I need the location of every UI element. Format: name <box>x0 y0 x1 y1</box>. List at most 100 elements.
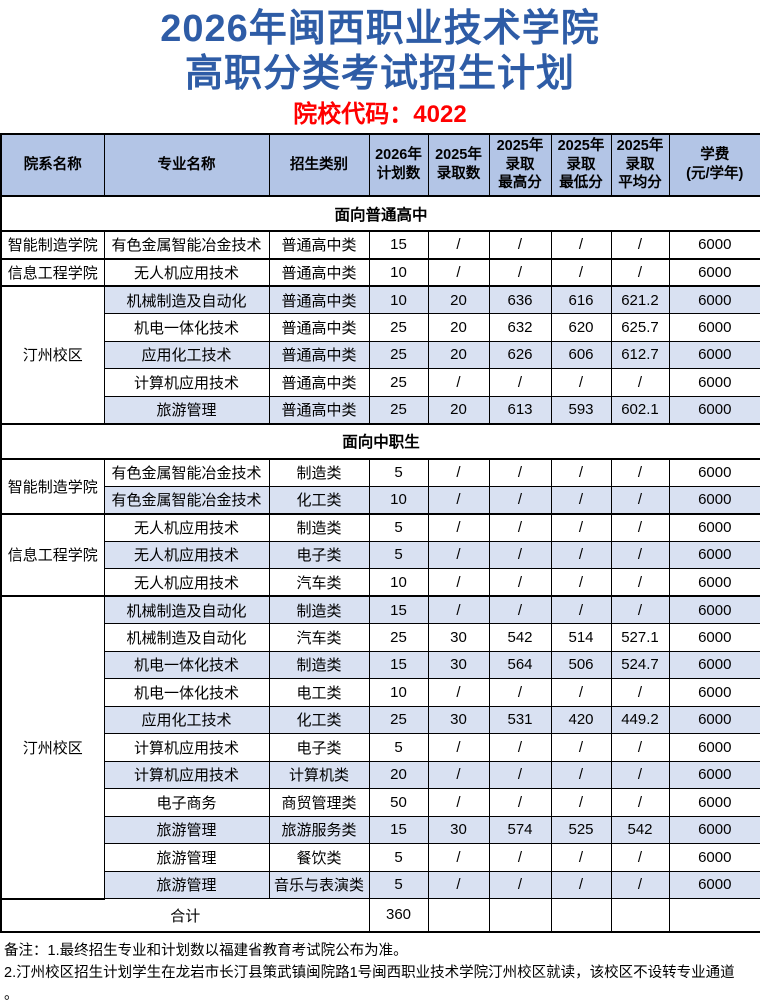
table-row: 机电一体化技术 电工类 10// //6000 <box>1 678 760 707</box>
max-score-2025-cell: 564 <box>488 650 552 679</box>
major-cell: 机电一体化技术 <box>103 678 270 707</box>
plan-2026-cell: 10 <box>368 285 429 314</box>
fee-cell: 6000 <box>668 513 760 542</box>
avg-score-2025-cell: 524.7 <box>610 650 670 679</box>
admitted-2025-cell: / <box>427 595 490 624</box>
avg-score-2025-cell: / <box>610 595 670 624</box>
avg-score-2025-cell: / <box>610 540 670 569</box>
min-score-2025-cell: 593 <box>550 395 612 424</box>
min-score-2025-cell: 620 <box>550 313 612 342</box>
major-cell: 机械制造及自动化 <box>103 285 270 314</box>
table-row: 应用化工技术 化工类 25 30 531 420 449.2 6000 <box>1 705 760 734</box>
category-cell: 电子类 <box>268 540 370 569</box>
table-row: 机电一体化技术 制造类 15 30 564 506 524.7 6000 <box>1 650 760 679</box>
table-row: 旅游管理 音乐与表演类 5// //6000 <box>1 870 760 899</box>
plan-2026-cell: 50 <box>368 788 429 817</box>
avg-score-2025-cell: / <box>610 485 670 515</box>
admitted-2025-cell: 30 <box>427 815 490 844</box>
category-cell: 制造类 <box>268 458 370 487</box>
fee-cell: 6000 <box>668 815 760 844</box>
dept-cell: 智能制造学院 <box>0 458 105 515</box>
table-row: 智能制造学院 有色金属智能冶金技术 制造类 5// //6000 <box>0 458 760 515</box>
max-score-2025-cell: 636 <box>488 285 552 314</box>
max-score-2025-cell: / <box>488 843 552 872</box>
col-header-plan-2026: 2026年 计划数 <box>368 133 429 197</box>
max-score-2025-cell: / <box>488 368 552 397</box>
plan-2026-cell: 10 <box>368 485 429 515</box>
table-row: 旅游管理 旅游服务类 15 30 574 525 542 6000 <box>1 815 760 844</box>
max-score-2025-cell: / <box>488 760 552 789</box>
footnote-line: 2.汀州校区招生计划学生在龙岩市长汀县策武镇闽院路1号闽西职业技术学院汀州校区就… <box>4 964 735 981</box>
fee-cell: 6000 <box>668 230 760 260</box>
avg-score-2025-cell: 542 <box>610 815 670 844</box>
major-cell: 机械制造及自动化 <box>103 595 270 624</box>
total-label-cell: 合计 <box>0 898 370 933</box>
fee-cell: 6000 <box>668 313 760 342</box>
major-cell: 机电一体化技术 <box>103 650 270 679</box>
min-score-2025-cell: 525 <box>550 815 612 844</box>
major-cell: 应用化工技术 <box>103 705 270 734</box>
plan-2026-cell: 5 <box>368 458 429 487</box>
plan-2026-cell: 25 <box>368 340 429 369</box>
category-cell: 音乐与表演类 <box>268 870 370 899</box>
avg-score-2025-cell: / <box>610 258 670 287</box>
college-code: 院校代码：4022 <box>293 101 467 128</box>
table-row: 汀州校区 机械制造及自动化 制造类 15// //6000 <box>0 595 760 900</box>
fee-cell: 6000 <box>668 650 760 679</box>
category-cell: 化工类 <box>268 705 370 734</box>
table-row: 无人机应用技术 电子类 5// //6000 <box>1 540 760 569</box>
fee-cell: 6000 <box>668 395 760 424</box>
avg-score-2025-cell: / <box>610 870 670 899</box>
fee-cell: 6000 <box>668 733 760 762</box>
total-plan-cell: 360 <box>368 898 429 933</box>
section-header-row: 面向中职生 <box>0 422 760 460</box>
max-score-2025-cell: / <box>488 870 552 899</box>
max-score-2025-cell: / <box>488 733 552 762</box>
max-score-2025-cell: / <box>488 788 552 817</box>
avg-score-2025-cell: / <box>610 513 670 542</box>
major-cell: 计算机应用技术 <box>103 760 270 789</box>
admitted-2025-cell: / <box>427 733 490 762</box>
major-cell: 电子商务 <box>103 788 270 817</box>
min-score-2025-cell: / <box>550 458 612 487</box>
max-score-2025-cell: / <box>488 568 552 597</box>
plan-2026-cell: 25 <box>368 368 429 397</box>
dept-cell: 汀州校区 <box>0 595 105 900</box>
category-cell: 普通高中类 <box>268 368 370 397</box>
admissions-table: 院系名称 专业名称 招生类别 2026年 计划数 2025年 录取数 2025年… <box>0 133 760 933</box>
table-row: 电子商务 商贸管理类 50// //6000 <box>1 788 760 817</box>
avg-score-2025-cell: / <box>610 678 670 707</box>
major-cell: 有色金属智能冶金技术 <box>103 230 270 260</box>
plan-2026-cell: 20 <box>368 760 429 789</box>
total-empty-cell <box>488 898 552 933</box>
fee-cell: 6000 <box>668 340 760 369</box>
max-score-2025-cell: / <box>488 595 552 624</box>
plan-2026-cell: 25 <box>368 313 429 342</box>
fee-cell: 6000 <box>668 760 760 789</box>
min-score-2025-cell: / <box>550 870 612 899</box>
avg-score-2025-cell: / <box>610 788 670 817</box>
page-title-line2: 高职分类考试招生计划 <box>184 53 575 95</box>
fee-cell: 6000 <box>668 623 760 652</box>
col-header-major: 专业名称 <box>103 133 270 197</box>
max-score-2025-cell: 626 <box>488 340 552 369</box>
plan-2026-cell: 25 <box>368 705 429 734</box>
admitted-2025-cell: / <box>427 485 490 515</box>
table-row: 智能制造学院 有色金属智能冶金技术 普通高中类 15// //6000 <box>0 230 760 260</box>
fee-cell: 6000 <box>668 568 760 597</box>
fee-cell: 6000 <box>668 870 760 899</box>
category-cell: 普通高中类 <box>268 285 370 314</box>
major-cell: 无人机应用技术 <box>103 540 270 569</box>
total-empty-cell <box>550 898 612 933</box>
category-cell: 餐饮类 <box>268 843 370 872</box>
table-header: 院系名称 专业名称 招生类别 2026年 计划数 2025年 录取数 2025年… <box>0 133 760 197</box>
min-score-2025-cell: / <box>550 485 612 515</box>
category-cell: 电子类 <box>268 733 370 762</box>
major-cell: 旅游管理 <box>103 843 270 872</box>
table-row: 应用化工技术 普通高中类 25 20 626 606 612.7 6000 <box>1 340 760 369</box>
min-score-2025-cell: 606 <box>550 340 612 369</box>
category-cell: 普通高中类 <box>268 230 370 260</box>
fee-cell: 6000 <box>668 595 760 624</box>
fee-cell: 6000 <box>668 368 760 397</box>
avg-score-2025-cell: / <box>610 843 670 872</box>
